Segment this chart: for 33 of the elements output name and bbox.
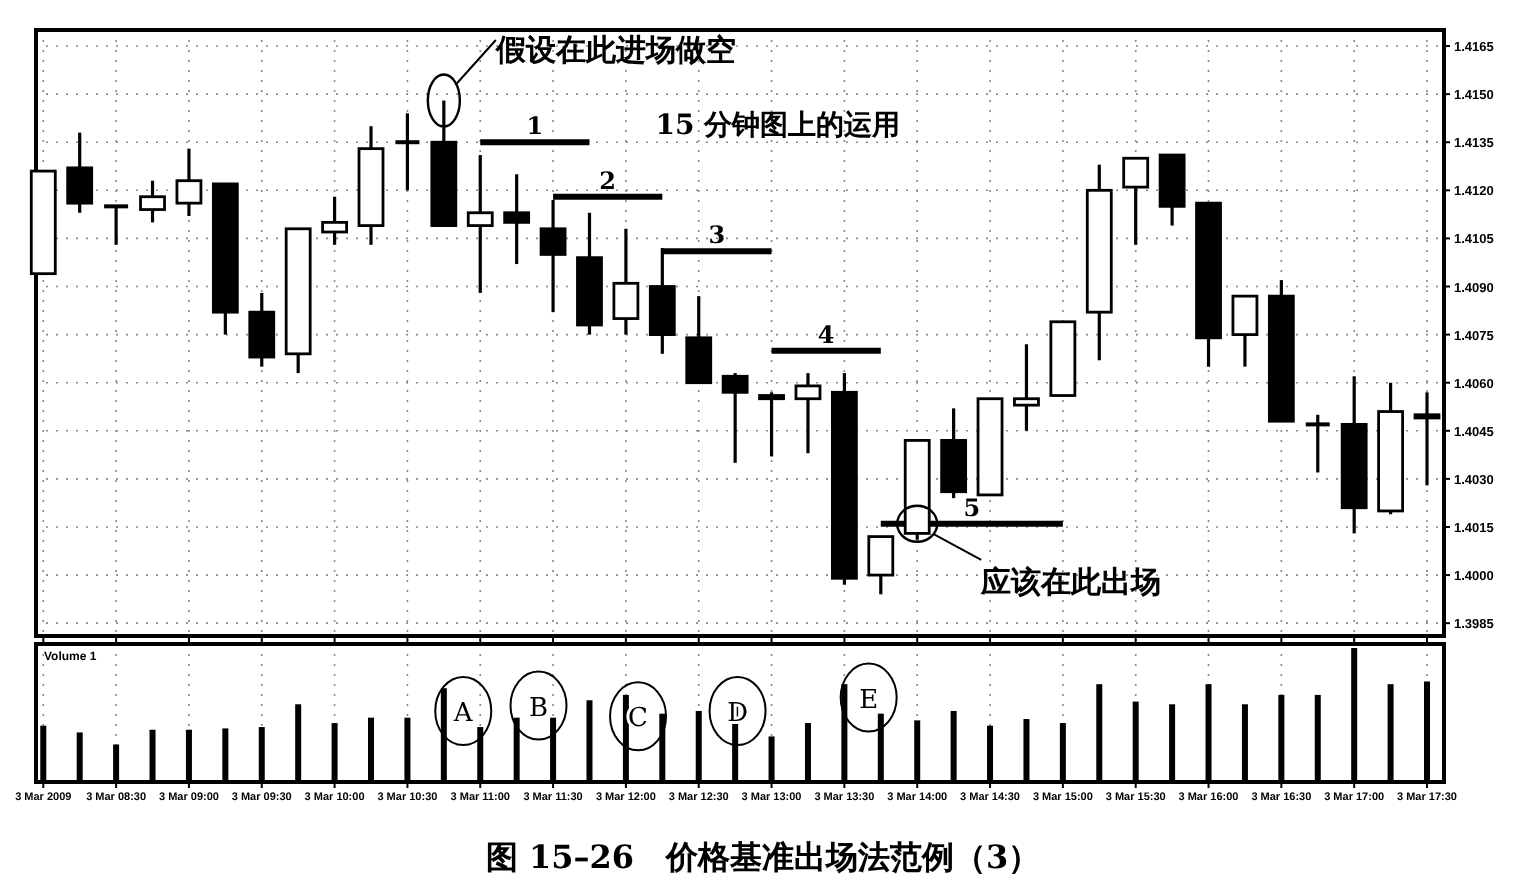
annotation: A (451, 698, 474, 729)
candlestick (758, 390, 785, 459)
candlestick (1303, 413, 1332, 475)
annotation: 假设在此进场做空 (493, 32, 736, 68)
caption: 图 15–26 价格基准出场法范例（3） (485, 838, 1041, 876)
candlestick (248, 291, 276, 369)
candlestick (175, 147, 203, 218)
candlestick (1231, 294, 1259, 369)
candlestick (1122, 156, 1150, 247)
candlestick (685, 294, 713, 385)
series-label: 1 (526, 112, 544, 141)
series-label: 2 (599, 166, 617, 195)
candlestick (503, 172, 531, 266)
candlestick (139, 179, 166, 224)
candlestick (102, 204, 131, 247)
candlestick (612, 227, 640, 337)
candlestick (321, 195, 348, 247)
legend-label: 5 (963, 493, 981, 522)
candlestick (867, 535, 895, 596)
candlestick (466, 153, 494, 295)
candlestick (721, 371, 749, 465)
annotation: 应该在此出场 (979, 563, 1162, 600)
candlestick (66, 131, 94, 215)
series-label: 4 (817, 320, 835, 349)
candlestick (1413, 390, 1441, 487)
annotation: C (628, 704, 649, 735)
annotation: B (528, 693, 549, 724)
candlestick (393, 111, 422, 192)
annotation: E (859, 685, 879, 716)
candlestick (1013, 342, 1040, 433)
candlestick (794, 371, 822, 455)
annotation: 15 分钟图上的运用 (655, 110, 901, 142)
series-label: 3 (708, 221, 726, 250)
